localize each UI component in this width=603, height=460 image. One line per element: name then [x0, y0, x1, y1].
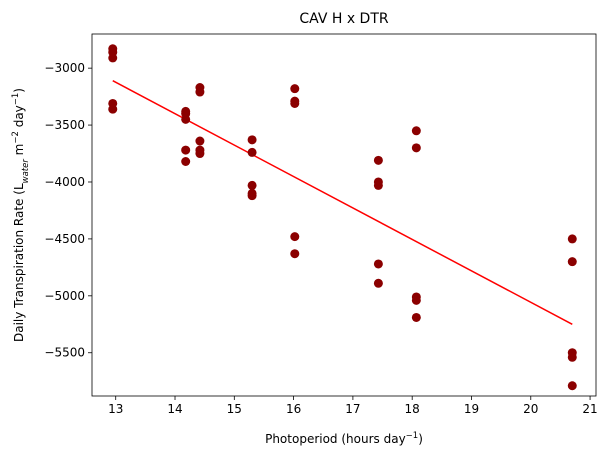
- data-point: [108, 53, 118, 63]
- data-point: [567, 352, 577, 362]
- data-point: [373, 259, 383, 269]
- x-axis-label: Photoperiod (hours day−1): [265, 431, 423, 446]
- data-point: [411, 143, 421, 153]
- data-point: [181, 114, 191, 124]
- y-axis-label-sup1: −2: [11, 131, 21, 144]
- data-point: [247, 135, 257, 145]
- data-point: [181, 156, 191, 166]
- data-point: [411, 312, 421, 322]
- data-point: [195, 136, 205, 146]
- x-tick-label: 19: [464, 402, 479, 416]
- x-axis-label-sup: −1: [406, 431, 419, 441]
- data-point: [567, 257, 577, 267]
- x-tick-label: 17: [345, 402, 360, 416]
- data-point: [411, 126, 421, 136]
- data-point: [411, 295, 421, 305]
- y-axis-label-p4: ): [12, 88, 26, 93]
- data-point: [247, 147, 257, 157]
- x-tick-label: 18: [405, 402, 420, 416]
- y-axis-label-p3: day: [12, 105, 26, 131]
- y-tick-label: −4000: [44, 175, 85, 189]
- y-axis-label-p1: Daily Transpiration Rate (L: [12, 183, 26, 342]
- y-tick-label: −3500: [44, 118, 85, 132]
- y-tick-label: −5500: [44, 346, 85, 360]
- y-tick-label: −5000: [44, 289, 85, 303]
- regression-line: [112, 80, 573, 325]
- data-point: [567, 381, 577, 391]
- y-axis-label: Daily Transpiration Rate (Lwater m−2 day…: [11, 88, 31, 342]
- plot-frame: [91, 33, 597, 397]
- data-point: [195, 87, 205, 97]
- data-point: [108, 104, 118, 114]
- x-tick-label: 20: [523, 402, 538, 416]
- data-point: [290, 84, 300, 94]
- y-axis-label-p2: m: [12, 144, 26, 160]
- data-point: [373, 180, 383, 190]
- x-axis-label-main: Photoperiod (hours day: [265, 432, 406, 446]
- data-point: [373, 155, 383, 165]
- y-axis-label-sup2: −1: [11, 93, 21, 106]
- chart-title: CAV H x DTR: [299, 11, 389, 27]
- x-tick-label: 21: [582, 402, 597, 416]
- x-axis-label-end: ): [418, 432, 423, 446]
- data-point: [181, 145, 191, 155]
- data-point: [373, 278, 383, 288]
- x-tick-label: 15: [227, 402, 242, 416]
- data-point: [195, 149, 205, 159]
- data-point: [567, 234, 577, 244]
- y-tick-label: −4500: [44, 232, 85, 246]
- x-tick-label: 16: [286, 402, 301, 416]
- x-tick-label: 13: [108, 402, 123, 416]
- data-point: [290, 98, 300, 108]
- data-point: [247, 180, 257, 190]
- data-point: [290, 249, 300, 259]
- y-tick-label: −3000: [44, 61, 85, 75]
- data-point: [290, 232, 300, 242]
- y-axis-label-sub: water: [21, 159, 31, 184]
- data-point: [247, 191, 257, 201]
- x-tick-label: 14: [167, 402, 182, 416]
